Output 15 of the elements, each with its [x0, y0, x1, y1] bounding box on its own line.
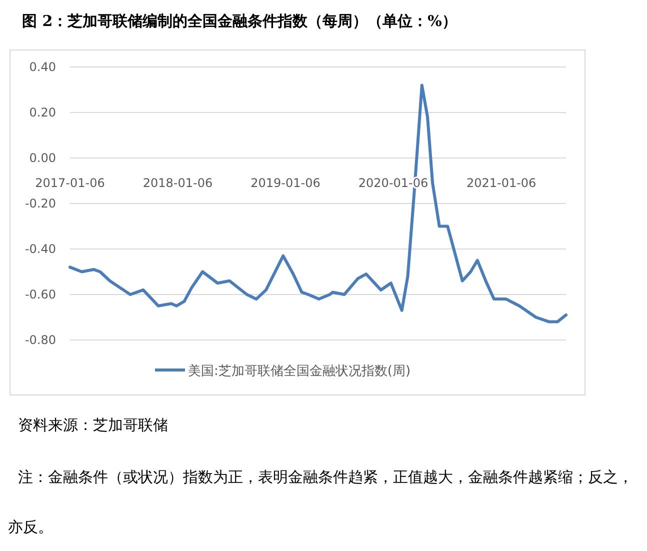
y-tick-label: -0.40	[24, 242, 56, 256]
text: 注：金融条件（或状况）指数为正，表明金融条件趋紧，正值越大，金融条件越紧缩；反之，亦反。	[8, 468, 633, 536]
text: 资料来源：芝加哥联储	[18, 415, 169, 436]
x-tick-label: 2017-01-06	[35, 176, 105, 190]
y-tick-label: 0.00	[29, 151, 56, 165]
chart-title: 图 2：芝加哥联储编制的全国金融条件指数（每周）（单位：%）	[22, 12, 457, 31]
x-tick-label: 2021-01-06	[466, 176, 536, 190]
x-tick-label: 2019-01-06	[250, 176, 320, 190]
x-tick-label: 2018-01-06	[142, 176, 213, 190]
y-tick-label: -0.60	[24, 288, 56, 302]
legend-label: 美国:芝加哥联储全国金融状况指数(周)	[188, 363, 411, 379]
y-tick-label: -0.80	[24, 333, 56, 347]
y-tick-label: -0.20	[24, 196, 56, 210]
y-tick-label: 0.20	[29, 106, 56, 120]
y-tick-label: 0.40	[29, 60, 56, 74]
